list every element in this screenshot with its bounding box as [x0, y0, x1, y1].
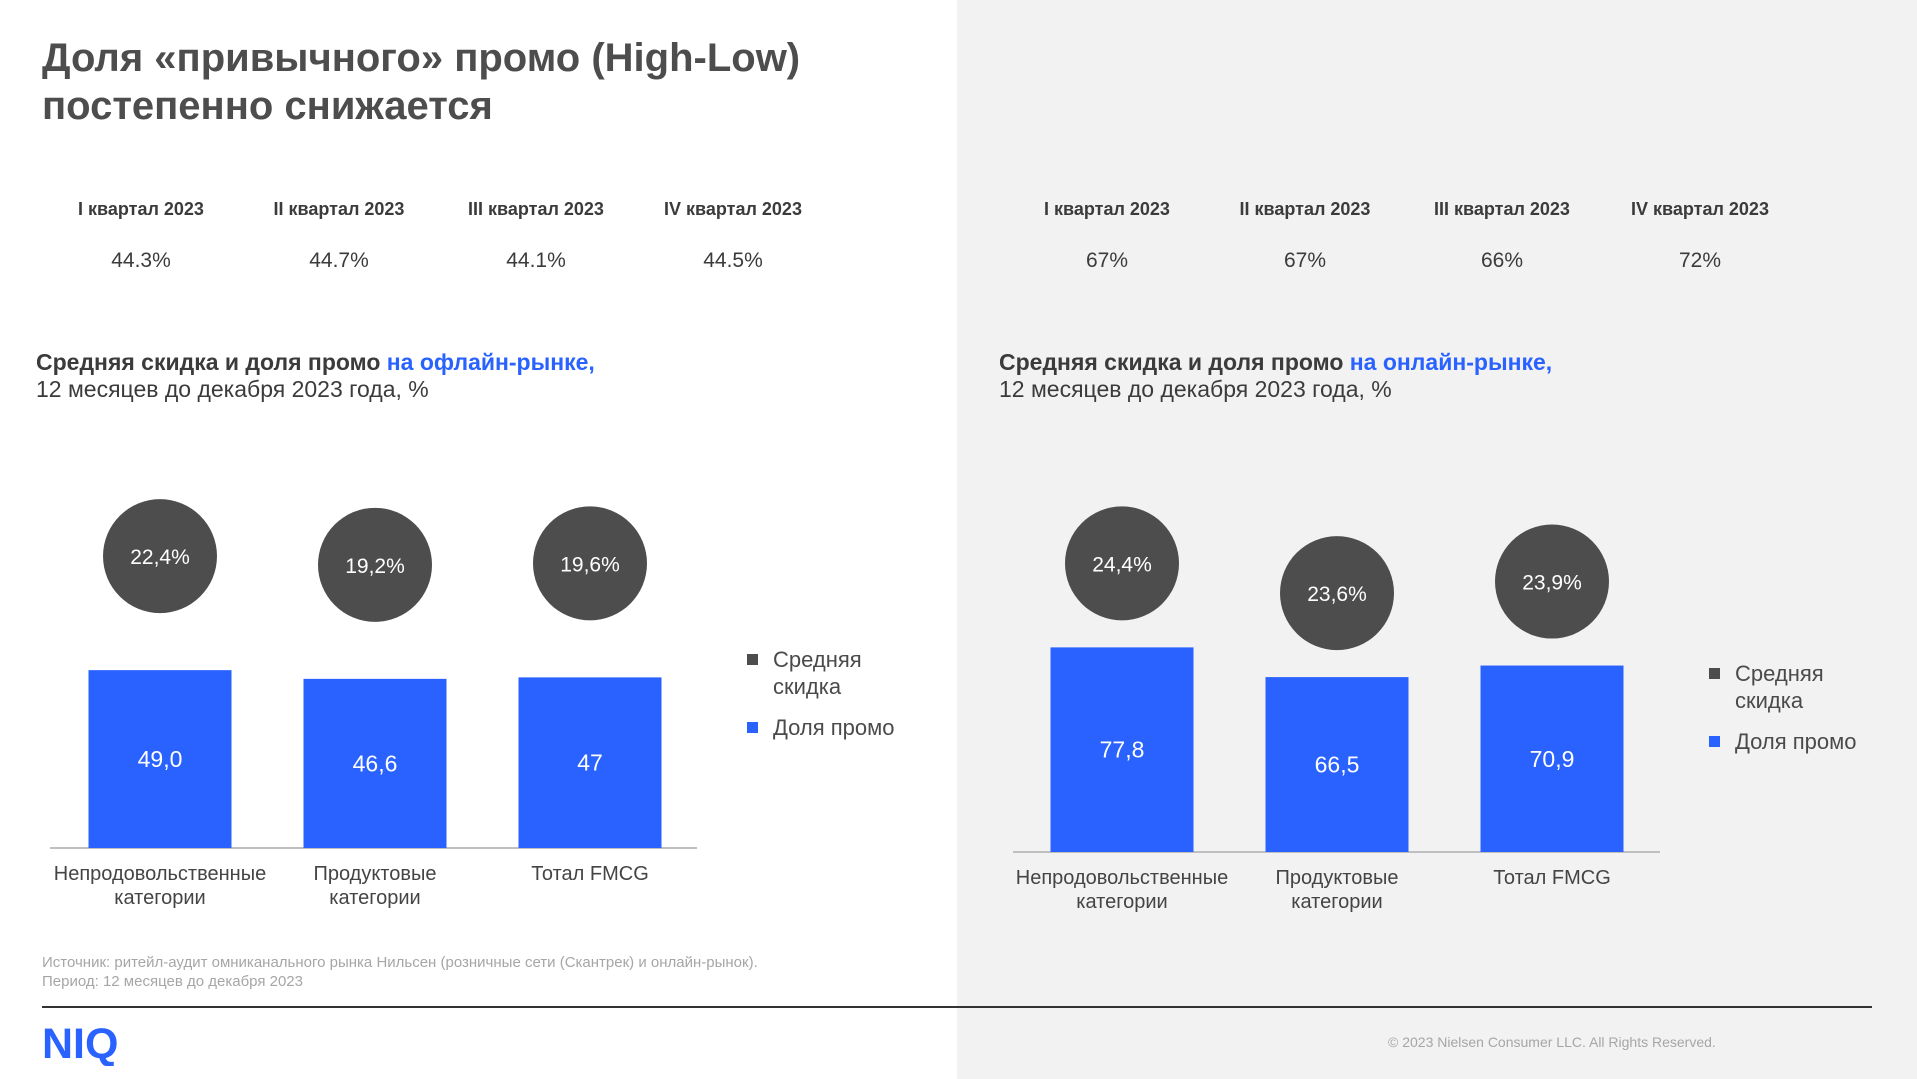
source-line: Источник: ритейл-аудит омниканального ры…: [42, 954, 758, 971]
quarter-value: 72%: [1678, 249, 1722, 272]
subtitle-bold: Средняя скидка и доля промо: [36, 349, 387, 375]
category-label: категории: [1291, 891, 1382, 913]
quarter-label: IV квартал 2023: [1631, 199, 1769, 219]
quarter-value: 44.7%: [309, 249, 369, 272]
subtitle-period: 12 месяцев до декабря 2023 года, %: [36, 376, 429, 402]
online-chart: 77,824,4%Непродовольственныекатегории66,…: [1013, 506, 1660, 913]
discount-bubble: [533, 506, 647, 621]
subtitle-period: 12 месяцев до декабря 2023 года, %: [999, 376, 1392, 402]
source-note: Источник: ритейл-аудит омниканального ры…: [42, 953, 758, 991]
quarter-value: 67%: [1085, 249, 1129, 272]
bar-promo-share: [303, 678, 447, 848]
category-label: Непродовольственные: [54, 863, 266, 885]
legend-swatch-promo: [1709, 736, 1720, 747]
quarter-value: 67%: [1283, 249, 1327, 272]
online-chart-subtitle: Средняя скидка и доля промо на онлайн-ры…: [999, 349, 1552, 403]
page-title-line1: Доля «привычного» промо (High-Low): [42, 36, 801, 80]
category-label: категории: [1076, 891, 1167, 913]
quarter-label: III квартал 2023: [468, 199, 604, 219]
category-label: категории: [114, 887, 205, 909]
quarter-value: 44.3%: [111, 249, 171, 272]
subtitle-accent: на офлайн-рынке,: [386, 349, 595, 375]
discount-value-label: 24,4%: [1092, 553, 1152, 576]
bar-value-label: 47: [577, 750, 603, 776]
offline-chart-subtitle: Средняя скидка и доля промо на офлайн-ры…: [36, 349, 595, 403]
bar-promo-share: [518, 677, 662, 848]
legend-item-discount: Средняя скидка: [1709, 660, 1857, 714]
discount-value-label: 22,4%: [130, 546, 190, 569]
category-label: Тотал FMCG: [531, 863, 649, 885]
quarter-value: 44.1%: [506, 249, 566, 272]
category-label: Тотал FMCG: [1493, 867, 1611, 889]
offline-chart-legend: Средняя скидка Доля промо: [747, 646, 895, 741]
category-label: Продуктовые: [313, 863, 436, 885]
logo-text: NIQ: [42, 1020, 118, 1066]
legend-item-promo: Доля промо: [747, 714, 895, 741]
legend-label-promo: Доля промо: [773, 715, 895, 740]
legend-item-discount: Средняя скидка: [747, 646, 895, 700]
discount-bubble: [1280, 536, 1394, 651]
period-line: Период: 12 месяцев до декабря 2023: [42, 973, 303, 990]
quarter-label: I квартал 2023: [1044, 199, 1170, 219]
discount-value-label: 19,2%: [345, 555, 405, 578]
quarter-label: I квартал 2023: [78, 199, 204, 219]
page-title: Доля «привычного» промо (High-Low) посте…: [42, 34, 942, 130]
subtitle-accent: на онлайн-рынке,: [1349, 349, 1553, 375]
category-label: категории: [329, 887, 420, 909]
legend-label-discount-1: Средняя: [1735, 661, 1824, 686]
discount-bubble: [1065, 506, 1179, 621]
discount-bubble: [318, 507, 432, 622]
legend-swatch-discount: [1709, 668, 1720, 679]
bar-promo-share: [1050, 647, 1194, 852]
footer-divider: [42, 1006, 1872, 1008]
quarter-label: II квартал 2023: [273, 199, 405, 219]
discount-bubble: [1495, 524, 1609, 639]
quarter-label: IV квартал 2023: [664, 199, 802, 219]
discount-value-label: 19,6%: [560, 553, 620, 576]
quarter-label: II квартал 2023: [1239, 199, 1371, 219]
quarter-value: 66%: [1480, 249, 1524, 272]
category-label: Продуктовые: [1275, 867, 1398, 889]
legend-label-discount-2: скидка: [1735, 688, 1804, 713]
category-label: Непродовольственные: [1016, 867, 1228, 889]
legend-item-promo: Доля промо: [1709, 728, 1857, 755]
offline-chart: 49,022,4%Непродовольственныекатегории46,…: [50, 499, 697, 909]
bar-value-label: 77,8: [1100, 737, 1145, 763]
bar-value-label: 66,5: [1315, 752, 1360, 778]
page-title-line2: постепенно снижается: [42, 84, 493, 128]
legend-label-promo: Доля промо: [1735, 729, 1857, 754]
copyright: © 2023 Nielsen Consumer LLC. All Rights …: [1388, 1034, 1716, 1050]
bar-value-label: 70,9: [1530, 746, 1575, 772]
quarter-value: 44.5%: [703, 249, 763, 272]
niq-logo: NIQ: [42, 1020, 118, 1066]
subtitle-bold: Средняя скидка и доля промо: [999, 349, 1350, 375]
discount-value-label: 23,9%: [1522, 572, 1582, 595]
legend-label-discount-2: скидка: [773, 674, 842, 699]
online-chart-legend: Средняя скидка Доля промо: [1709, 660, 1857, 755]
bar-promo-share: [88, 670, 232, 848]
legend-label-discount-1: Средняя: [773, 647, 862, 672]
bar-promo-share: [1480, 665, 1624, 852]
legend-swatch-discount: [747, 654, 758, 665]
bar-value-label: 49,0: [138, 746, 183, 772]
bar-promo-share: [1265, 677, 1409, 852]
discount-value-label: 23,6%: [1307, 583, 1367, 606]
legend-swatch-promo: [747, 722, 758, 733]
discount-bubble: [103, 499, 217, 614]
quarter-label: III квартал 2023: [1434, 199, 1570, 219]
bar-value-label: 46,6: [353, 750, 398, 776]
